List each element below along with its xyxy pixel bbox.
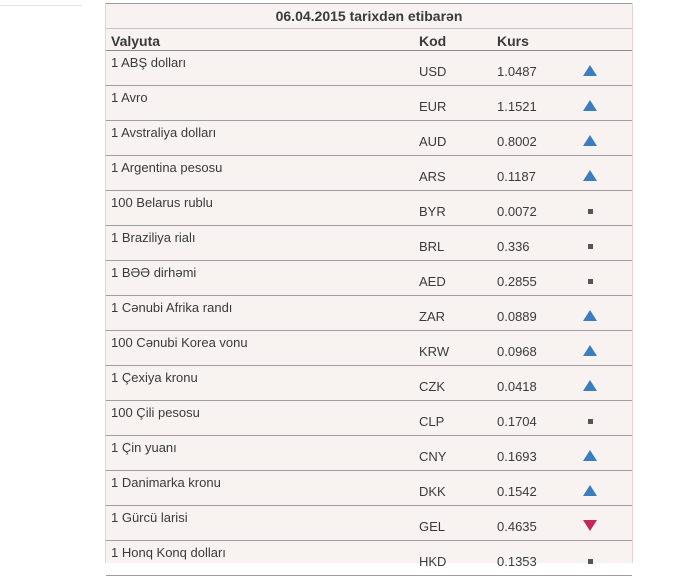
table-row: 1 ABŞ dolları USD 1.0487 [106,51,632,86]
currency-rate: 0.0418 [497,379,537,394]
triangle-up-icon [583,65,597,77]
currency-rate: 0.1187 [497,169,536,184]
currency-name: 1 Avro [111,90,148,105]
currency-name: 100 Belarus rublu [111,195,213,210]
table-row: 100 Belarus rublu BYR 0.0072 [106,191,632,226]
table-row: 1 Avro EUR 1.1521 [106,86,632,121]
currency-rate: 0.0968 [497,344,537,359]
currency-code: BRL [419,239,445,254]
currency-name: 1 Gürcü larisi [111,510,188,525]
currency-code: CNY [419,449,447,464]
currency-code: ARS [419,169,446,184]
currency-rates-table: 06.04.2015 tarixdən etibarən Valyuta Kod… [105,3,633,576]
table-row: 1 Çexiya kronu CZK 0.0418 [106,366,632,401]
currency-name: 100 Çili pesosu [111,405,200,420]
column-header-rate: Kurs [497,33,529,49]
currency-rate: 0.336 [497,239,530,254]
currency-code: GEL [419,519,446,534]
currency-code: DKK [419,484,446,499]
currency-rate: 0.1693 [497,449,537,464]
currency-name: 1 BƏƏ dirhəmi [111,265,197,280]
triangle-up-icon [583,485,597,497]
currency-code: USD [419,64,447,79]
triangle-up-icon [583,380,597,392]
currency-name: 1 Avstraliya dolları [111,125,217,140]
triangle-down-icon [583,520,597,532]
rates-date-heading: 06.04.2015 tarixdən etibarən [106,3,632,29]
currency-name: 1 Çin yuanı [111,440,177,455]
triangle-up-icon [583,345,597,357]
triangle-up-icon [583,170,597,182]
currency-name: 1 Honq Konq dolları [111,545,226,560]
table-header-row: Valyuta Kod Kurs [106,29,632,51]
table-row: 1 Cənubi Afrika randı ZAR 0.0889 [106,296,632,331]
column-header-code: Kod [419,33,447,49]
table-body: 1 ABŞ dolları USD 1.0487 1 Avro EUR 1.1521 1 A… [106,51,632,576]
currency-rate: 1.0487 [497,64,537,79]
currency-name: 1 Braziliya rialı [111,230,196,245]
table-row: 1 Gürcü larisi GEL 0.4635 [106,506,632,541]
table-row: 1 BƏƏ dirhəmi AED 0.2855 [106,261,632,296]
table-row: 1 Avstraliya dolları AUD 0.8002 [106,121,632,156]
currency-rate: 0.4635 [497,519,537,534]
triangle-up-icon [583,450,597,462]
table-row: 100 Cənubi Korea vonu KRW 0.0968 [106,331,632,366]
currency-code: AED [419,274,446,289]
table-row: 1 Honq Konq dolları HKD 0.1353 [106,541,632,576]
table-row: 1 Danimarka kronu DKK 0.1542 [106,471,632,506]
table-row: 1 Çin yuanı CNY 0.1693 [106,436,632,471]
currency-rate: 0.1704 [497,414,537,429]
square-icon [583,240,597,252]
square-icon [583,275,597,287]
table-row: 1 Argentina pesosu ARS 0.1187 [106,156,632,191]
currency-code: CLP [419,414,445,429]
column-header-currency: Valyuta [111,33,161,49]
currency-name: 1 Argentina pesosu [111,160,223,175]
currency-code: EUR [419,99,447,114]
currency-rate: 0.8002 [497,134,537,149]
top-divider [0,5,82,6]
currency-name: 1 Danimarka kronu [111,475,221,490]
currency-rate: 0.0889 [497,309,537,324]
currency-code: BYR [419,204,446,219]
currency-rate: 0.1353 [497,554,537,569]
table-row: 1 Braziliya rialı BRL 0.336 [106,226,632,261]
currency-rate: 1.1521 [497,99,537,114]
table-row: 100 Çili pesosu CLP 0.1704 [106,401,632,436]
currency-code: AUD [419,134,447,149]
square-icon [583,555,597,567]
currency-code: CZK [419,379,445,394]
currency-code: KRW [419,344,450,359]
square-icon [583,205,597,217]
triangle-up-icon [583,135,597,147]
triangle-up-icon [583,310,597,322]
currency-name: 1 Cənubi Afrika randı [111,300,233,315]
currency-code: HKD [419,554,447,569]
currency-name: 1 Çexiya kronu [111,370,198,385]
currency-rate: 0.1542 [497,484,537,499]
triangle-up-icon [583,100,597,112]
currency-name: 1 ABŞ dolları [111,55,187,70]
currency-name: 100 Cənubi Korea vonu [111,335,248,350]
currency-rate: 0.2855 [497,274,537,289]
currency-rate: 0.0072 [497,204,537,219]
square-icon [583,415,597,427]
currency-code: ZAR [419,309,445,324]
